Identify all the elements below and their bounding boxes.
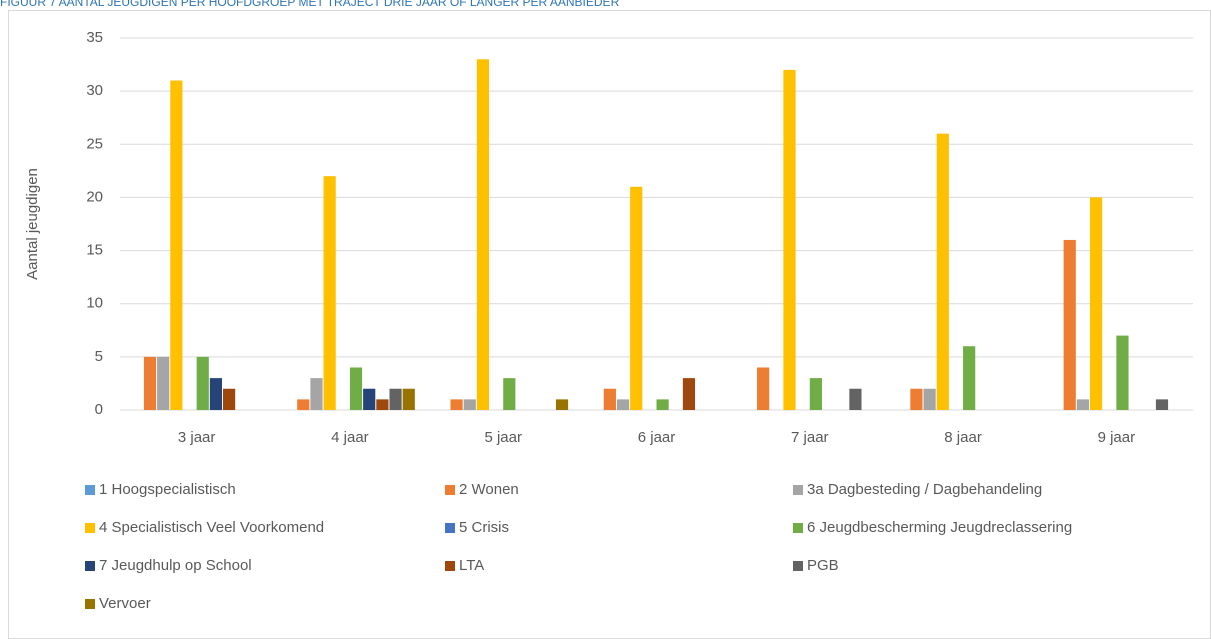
- bar: [223, 388, 236, 410]
- legend-swatch: [445, 523, 455, 533]
- legend-label: PGB: [807, 557, 839, 574]
- bar: [923, 388, 936, 410]
- bar: [910, 388, 923, 410]
- legend-label: 1 Hoogspecialistisch: [99, 481, 236, 498]
- legend-label: Vervoer: [99, 595, 151, 612]
- bar: [1089, 197, 1103, 410]
- bar: [476, 59, 490, 410]
- legend-label: 3a Dagbesteding / Dagbehandeling: [807, 481, 1042, 498]
- x-tick-label: 3 jaar: [178, 429, 216, 446]
- legend-swatch: [85, 523, 95, 533]
- bar: [603, 388, 616, 410]
- bar: [616, 399, 630, 410]
- bar: [450, 399, 463, 410]
- bar: [555, 399, 569, 410]
- legend-swatch: [85, 485, 95, 495]
- bar: [963, 346, 976, 410]
- y-tick-label: 10: [86, 295, 103, 312]
- bar: [310, 378, 323, 410]
- bar: [463, 399, 476, 410]
- chart-title: FIGUUR 7 AANTAL JEUGDIGEN PER HOOFDGROEP…: [0, 0, 620, 9]
- legend-swatch: [445, 561, 455, 571]
- bar: [143, 356, 157, 410]
- x-tick-label: 9 jaar: [1098, 429, 1136, 446]
- bar: [363, 388, 376, 410]
- bar: [630, 186, 643, 410]
- bar: [402, 388, 415, 410]
- legend-swatch: [445, 485, 455, 495]
- y-tick-label: 0: [95, 401, 103, 418]
- bar: [157, 356, 170, 410]
- legend-swatch: [793, 561, 803, 571]
- legend-label: 4 Specialistisch Veel Voorkomend: [99, 519, 324, 536]
- legend-swatch: [85, 599, 95, 609]
- x-tick-label: 7 jaar: [791, 429, 829, 446]
- bar: [1076, 399, 1089, 410]
- x-tick-label: 4 jaar: [331, 429, 369, 446]
- bar: [682, 378, 696, 410]
- legend-label: 7 Jeugdhulp op School: [99, 557, 252, 574]
- bar: [297, 399, 310, 410]
- x-tick-label: 6 jaar: [638, 429, 676, 446]
- bar: [809, 378, 822, 410]
- bar: [1116, 335, 1129, 410]
- legend-swatch: [793, 523, 803, 533]
- bar: [323, 176, 336, 410]
- y-tick-label: 15: [86, 242, 103, 259]
- bar: [389, 388, 402, 410]
- legend-label: 6 Jeugdbescherming Jeugdreclassering: [807, 519, 1072, 536]
- legend-label: 2 Wonen: [459, 481, 519, 498]
- bar: [1063, 239, 1076, 410]
- bar: [936, 133, 949, 410]
- bar: [849, 388, 862, 410]
- bar: [170, 80, 183, 410]
- bar: [783, 69, 796, 410]
- bar: [349, 367, 363, 410]
- y-tick-label: 35: [86, 29, 103, 46]
- y-tick-label: 5: [95, 348, 103, 365]
- bar: [196, 356, 209, 410]
- legend-swatch: [85, 561, 95, 571]
- legend-label: LTA: [459, 557, 484, 574]
- bar: [503, 378, 516, 410]
- y-tick-label: 30: [86, 82, 103, 99]
- x-tick-label: 8 jaar: [944, 429, 982, 446]
- bar: [1155, 399, 1169, 410]
- y-tick-label: 20: [86, 188, 103, 205]
- bar: [656, 399, 669, 410]
- x-tick-label: 5 jaar: [484, 429, 522, 446]
- bar: [376, 399, 389, 410]
- y-tick-label: 25: [86, 135, 103, 152]
- chart-frame: [8, 10, 1211, 639]
- bar: [757, 367, 770, 410]
- y-axis-label: Aantal jeugdigen: [24, 168, 41, 280]
- legend-swatch: [793, 485, 803, 495]
- legend-label: 5 Crisis: [459, 519, 509, 536]
- bar: [209, 378, 223, 410]
